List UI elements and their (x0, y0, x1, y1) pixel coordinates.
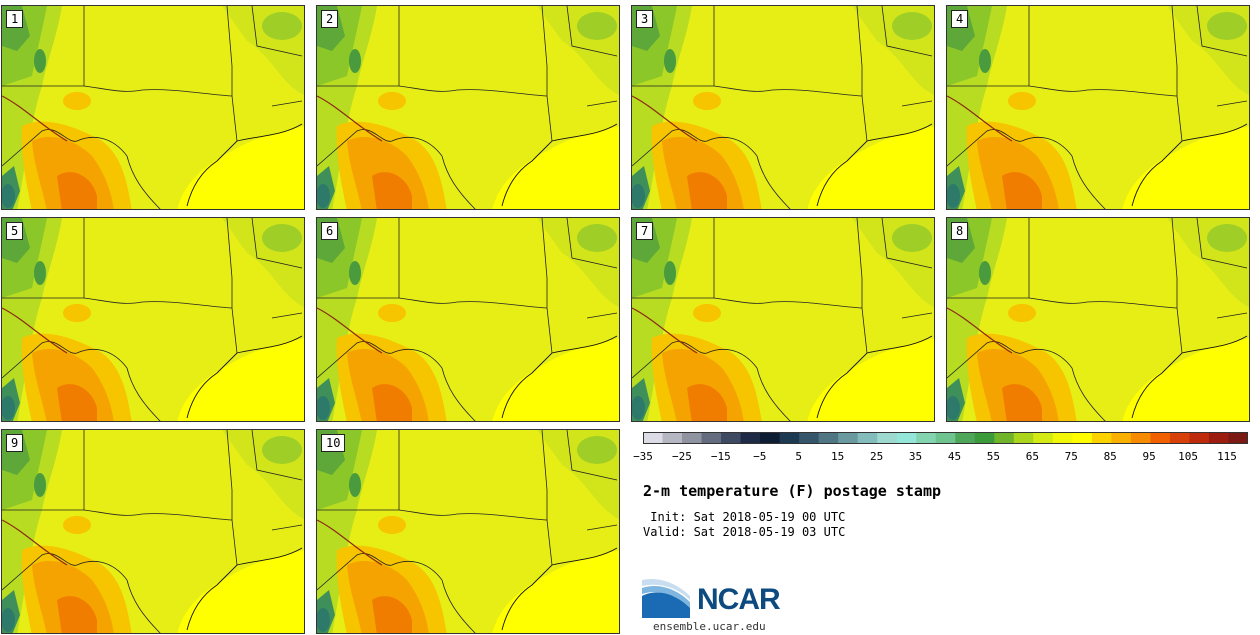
member-number: 6 (321, 222, 339, 240)
member-panel-6[interactable]: 6 (316, 217, 620, 422)
colorbar-segment (955, 432, 976, 444)
colorbar-segment (1111, 432, 1132, 444)
valid-time: Valid: Sat 2018-05-19 03 UTC (643, 525, 846, 539)
colorbar-tick-labels: −35 −25 −15 −5 5 15 25 35 45 55 65 75 85 95 105 115 (0, 450, 1260, 466)
member-panel-2[interactable]: 2 (316, 5, 620, 210)
colorbar-tick-label: 15 (831, 450, 845, 463)
colorbar-segment (779, 432, 800, 444)
member-panel-7[interactable]: 7 (631, 217, 935, 422)
member-panel-10[interactable]: 10 (316, 429, 620, 634)
colorbar-segment (1150, 432, 1171, 444)
colorbar-segment (682, 432, 703, 444)
temperature-map (632, 218, 934, 421)
colorbar-segment (838, 432, 859, 444)
temperature-colorbar (643, 432, 1248, 444)
colorbar-segment (857, 432, 878, 444)
colorbar-segment (740, 432, 761, 444)
colorbar-tick-label: 25 (869, 450, 884, 463)
colorbar-segment (916, 432, 937, 444)
member-number: 10 (321, 434, 346, 452)
colorbar-border (643, 432, 1248, 444)
colorbar-segment (818, 432, 839, 444)
colorbar-tick-label: 115 (1217, 450, 1237, 463)
colorbar-segment (701, 432, 722, 444)
colorbar-segment (643, 432, 664, 444)
colorbar-tick-label: −5 (753, 450, 767, 463)
temperature-map (632, 6, 934, 209)
member-number: 2 (321, 10, 339, 28)
temperature-map (2, 6, 304, 209)
member-number: 9 (6, 434, 24, 452)
member-panel-5[interactable]: 5 (1, 217, 305, 422)
member-panel-3[interactable]: 3 (631, 5, 935, 210)
colorbar-segment (1189, 432, 1210, 444)
member-number: 7 (636, 222, 654, 240)
colorbar-segment (721, 432, 742, 444)
temperature-map (947, 218, 1249, 421)
member-number: 8 (951, 222, 969, 240)
colorbar-segment (877, 432, 898, 444)
member-panel-8[interactable]: 8 (946, 217, 1250, 422)
member-number: 4 (951, 10, 969, 28)
logo-url: ensemble.ucar.edu (653, 620, 766, 633)
colorbar-tick-label: −15 (710, 450, 731, 463)
init-time: Init: Sat 2018-05-19 00 UTC (643, 510, 846, 524)
ncar-logo-text: NCAR (697, 583, 781, 616)
colorbar-tick-label: 95 (1142, 450, 1156, 463)
colorbar-segment (760, 432, 781, 444)
colorbar-tick-label: 35 (908, 450, 923, 463)
colorbar-segment (1169, 432, 1190, 444)
colorbar-tick-label: 75 (1064, 450, 1078, 463)
colorbar-tick-label: 105 (1178, 450, 1198, 463)
colorbar-tick-label: 55 (986, 450, 1001, 463)
member-number: 3 (636, 10, 654, 28)
temperature-map (317, 6, 619, 209)
colorbar-segment (1130, 432, 1151, 444)
ncar-logo-icon (642, 578, 692, 618)
colorbar-tick-label: 65 (1025, 450, 1039, 463)
colorbar-tick-label: −25 (671, 450, 692, 463)
member-panel-1[interactable]: 1 (1, 5, 305, 210)
member-panel-9[interactable]: 9 (1, 429, 305, 634)
colorbar-segment (974, 432, 995, 444)
colorbar-segment (1091, 432, 1112, 444)
member-panel-4[interactable]: 4 (946, 5, 1250, 210)
colorbar-tick-label: 45 (947, 450, 962, 463)
temperature-map (947, 6, 1249, 209)
colorbar-segment (662, 432, 683, 444)
colorbar-segment (1033, 432, 1054, 444)
temperature-map (2, 218, 304, 421)
colorbar-tick-label: 5 (795, 450, 803, 463)
colorbar-segment (1228, 432, 1248, 444)
colorbar-segment (1013, 432, 1034, 444)
colorbar-tick-label: −35 (633, 450, 653, 463)
member-number: 1 (6, 10, 24, 28)
colorbar-segment (799, 432, 820, 444)
member-number: 5 (6, 222, 24, 240)
colorbar-segment (1052, 432, 1073, 444)
temperature-map (317, 218, 619, 421)
chart-title: 2-m temperature (F) postage stamp (643, 482, 942, 500)
colorbar-segment (994, 432, 1015, 444)
colorbar-segment (935, 432, 956, 444)
colorbar-segment (1208, 432, 1229, 444)
colorbar-segment (896, 432, 917, 444)
colorbar-tick-label: 85 (1103, 450, 1117, 463)
colorbar-segment (1072, 432, 1093, 444)
